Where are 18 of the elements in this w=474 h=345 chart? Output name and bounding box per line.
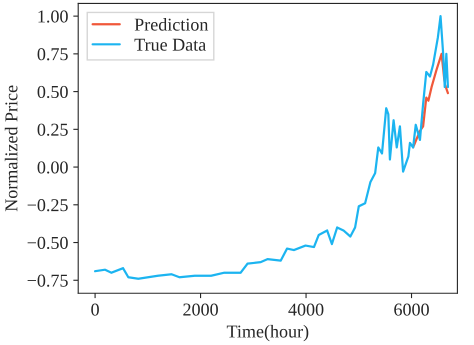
legend-label: True Data [134, 38, 206, 51]
line-series [94, 15, 450, 280]
x-axis-title: Time(hour) [226, 324, 308, 342]
x-tick-label: 2000 [183, 303, 218, 316]
x-tick-label: 4000 [288, 303, 324, 316]
y-tick-label: 0.00 [38, 161, 68, 174]
x-tick-label: 6000 [394, 303, 429, 316]
y-tick-label: 0.25 [38, 124, 68, 136]
x-tick-label: 0 [91, 303, 99, 316]
line-series [412, 52, 450, 149]
y-axis-title: Normalized Price [4, 86, 18, 212]
y-tick-label: −0.25 [28, 199, 68, 212]
y-tick-label: −0.50 [28, 236, 68, 250]
legend-label: Prediction [134, 18, 208, 31]
y-tick-label: 0.50 [38, 86, 68, 98]
y-tick-label: 0.75 [38, 48, 68, 60]
y-tick-label: −0.75 [28, 274, 68, 287]
y-tick-label: 1.00 [38, 10, 68, 23]
